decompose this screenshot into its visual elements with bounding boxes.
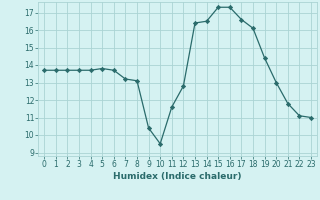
X-axis label: Humidex (Indice chaleur): Humidex (Indice chaleur) (113, 172, 242, 181)
